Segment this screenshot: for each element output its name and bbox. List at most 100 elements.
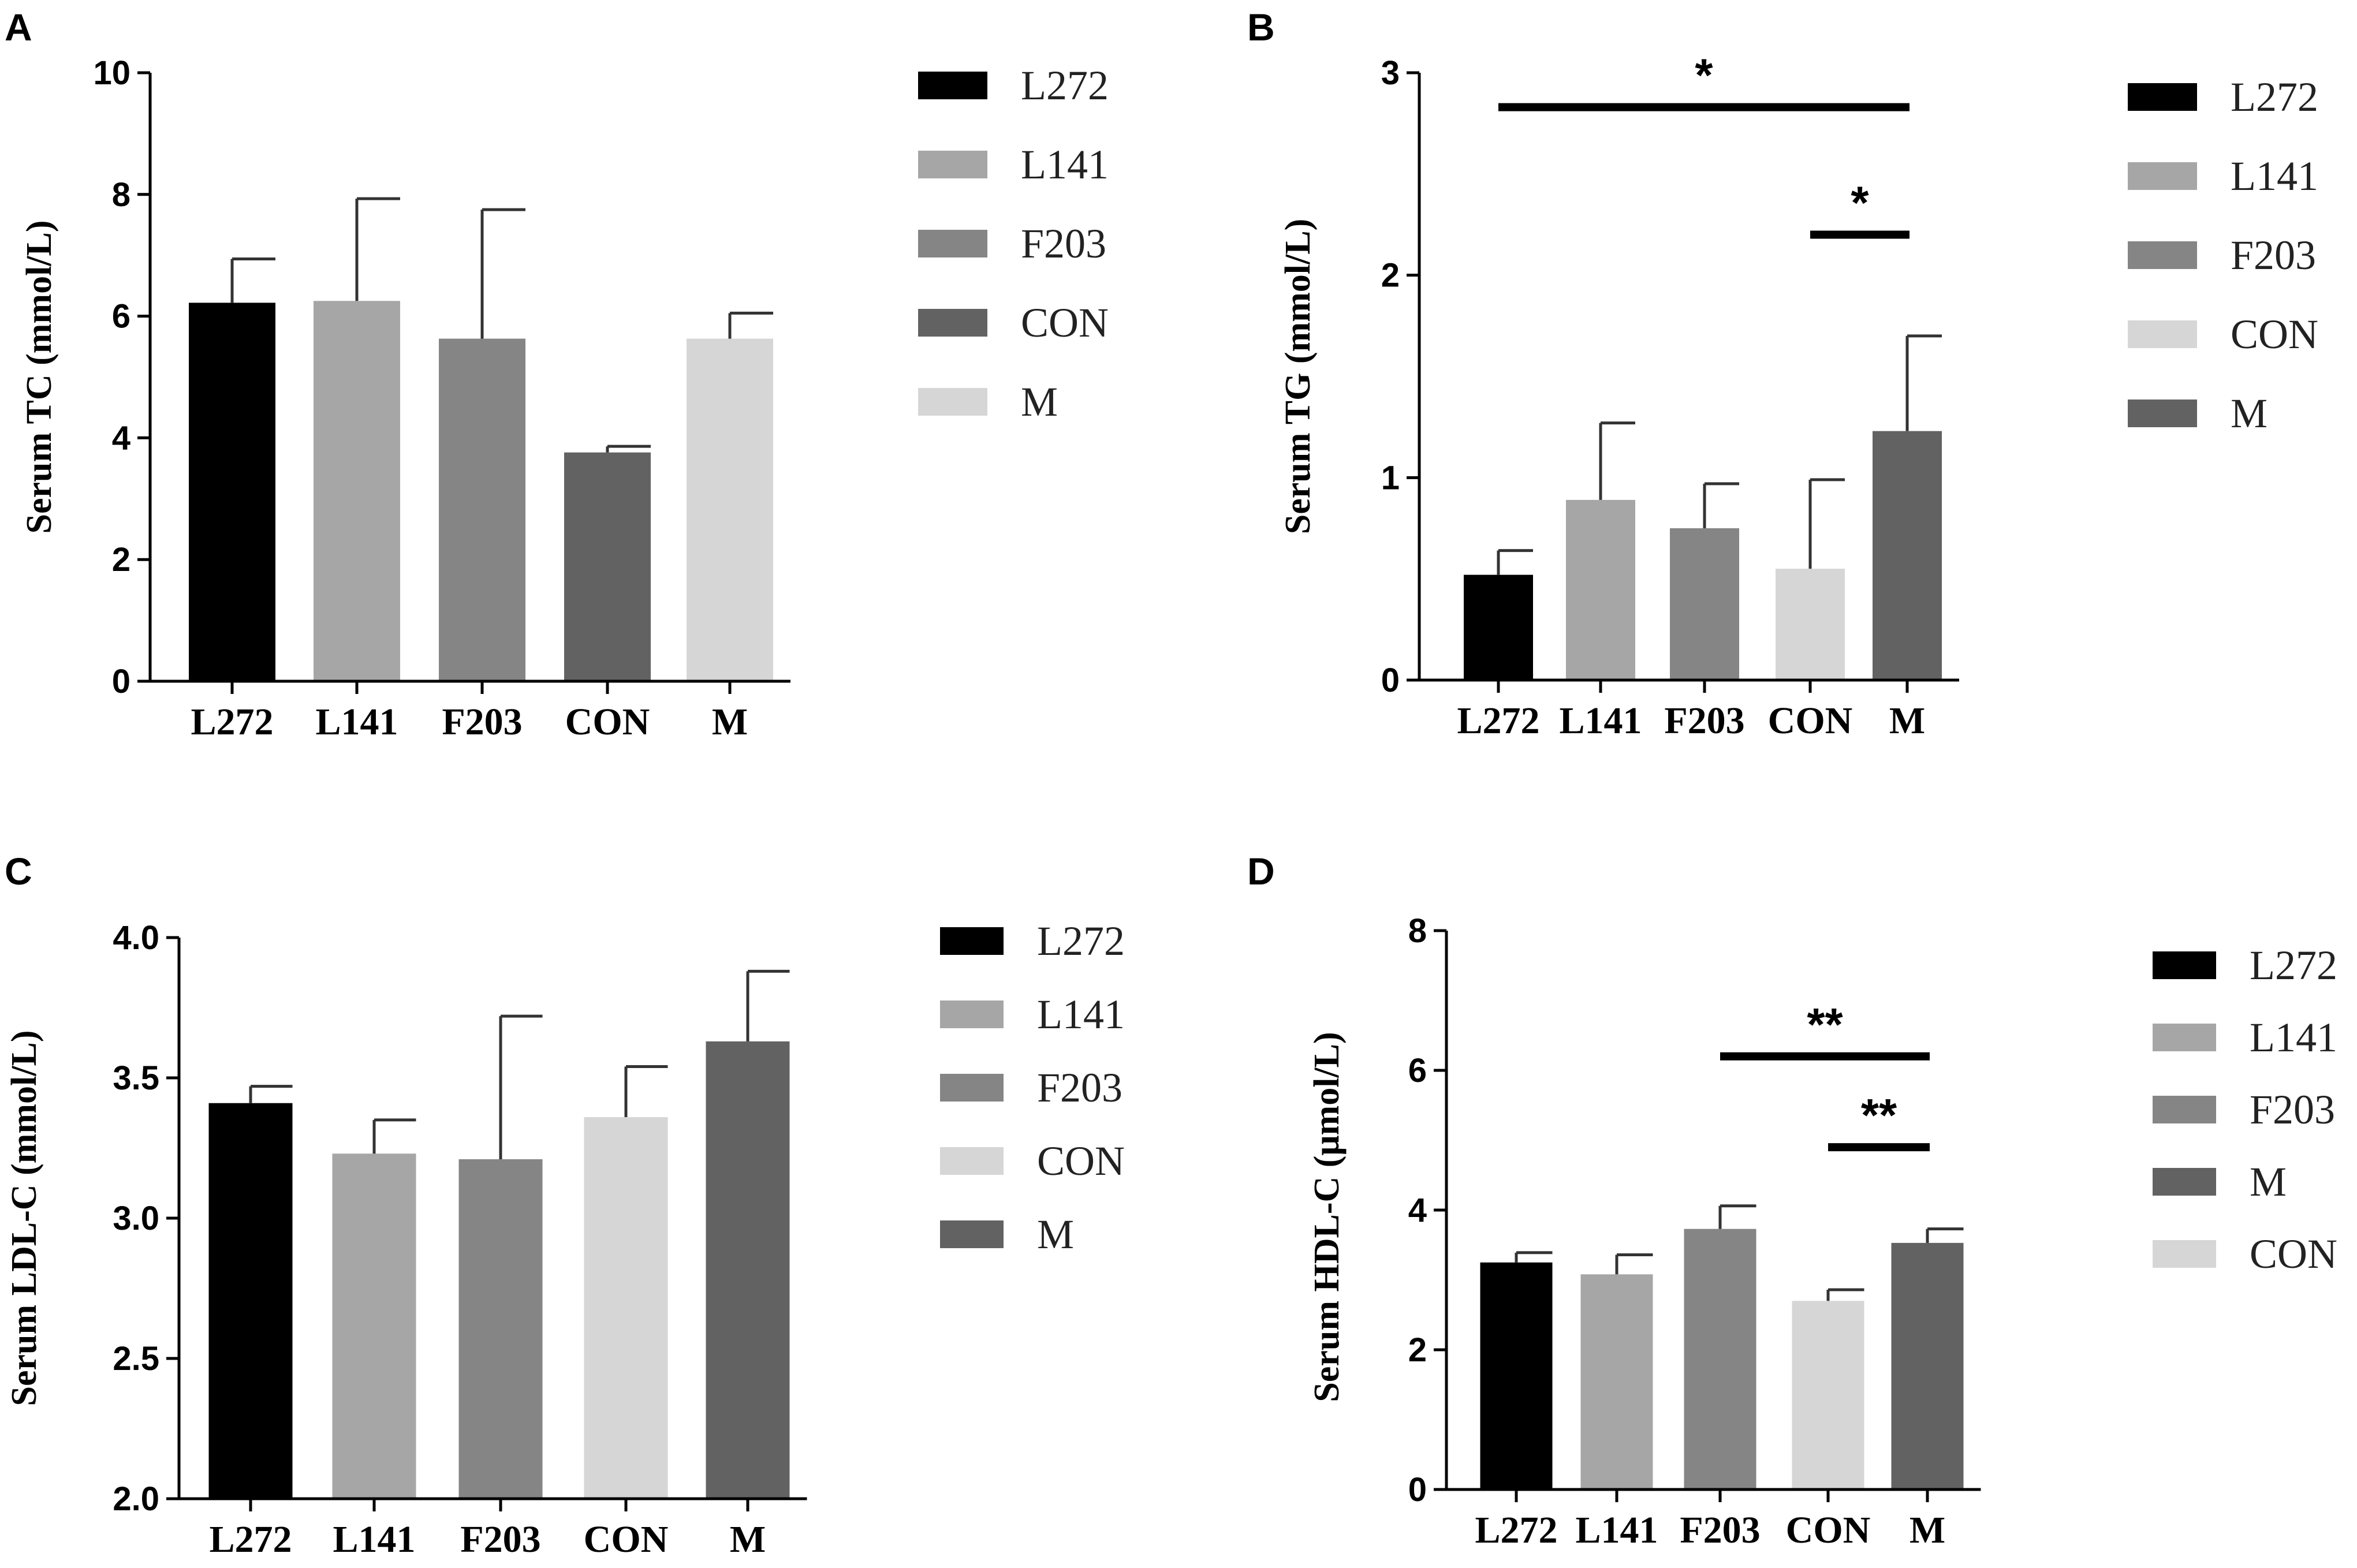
- legend-swatch: [918, 72, 987, 99]
- significance-marker: **: [1861, 1089, 1897, 1141]
- bar-m: [1891, 1242, 1964, 1489]
- y-tick-label: 8: [1408, 912, 1427, 950]
- y-tick-label: 10: [93, 54, 130, 92]
- y-tick-label: 3: [1381, 54, 1400, 92]
- panel-letter: C: [5, 850, 32, 893]
- bar-f203: [439, 338, 525, 681]
- legend-label: CON: [2250, 1231, 2337, 1277]
- y-axis-label: Serum LDL-C (mmol/L): [5, 1031, 44, 1406]
- x-tick-label: M: [730, 1518, 766, 1560]
- bar-f203: [1684, 1229, 1756, 1489]
- panel-d: D Serum HDL-C (μmol/L) 0 2 4 6 8 L272 L141 F203 CO…: [1247, 850, 2337, 1551]
- y-tick-label: 2: [1381, 257, 1400, 294]
- legend-swatch: [2153, 1096, 2216, 1123]
- legend-label: F203: [2231, 232, 2316, 278]
- legend-label: CON: [1021, 300, 1109, 346]
- legend: L272 L141 F203 CON M: [918, 62, 1109, 425]
- legend: L272 L141 F203 M CON: [2153, 942, 2337, 1277]
- y-axis-label: Serum TG (mmol/L): [1278, 219, 1318, 535]
- bar-m: [1873, 431, 1942, 680]
- y-tick-label: 4: [112, 419, 130, 457]
- legend-label: L141: [2231, 153, 2318, 199]
- y-axis-label: Serum TC (mmol/L): [20, 220, 59, 533]
- x-tick-label: L272: [209, 1518, 292, 1560]
- legend-swatch: [940, 1147, 1004, 1175]
- y-tick-label: 6: [112, 298, 130, 335]
- x-tick-label: L272: [1475, 1509, 1557, 1551]
- x-tick-label: F203: [1680, 1509, 1760, 1551]
- legend-label: M: [1021, 379, 1058, 425]
- y-tick-label: 2.0: [113, 1480, 159, 1518]
- bar-l141: [1566, 499, 1635, 680]
- y-tick-label: 2.5: [113, 1340, 159, 1377]
- legend-label: F203: [1021, 221, 1106, 267]
- x-tick-label: F203: [442, 701, 522, 743]
- legend-label: M: [2231, 390, 2268, 436]
- legend-label: L272: [1037, 918, 1125, 964]
- legend: L272 L141 F203 CON M: [2128, 74, 2318, 436]
- legend-swatch: [2128, 162, 2197, 190]
- legend-swatch: [2128, 83, 2197, 111]
- significance-marker: **: [1807, 999, 1843, 1050]
- y-tick-label: 0: [1381, 662, 1400, 699]
- x-tick-label: L272: [191, 701, 273, 743]
- x-tick-label: CON: [1786, 1509, 1871, 1551]
- legend-swatch: [2153, 1024, 2216, 1051]
- legend-swatch: [2128, 241, 2197, 269]
- legend-swatch: [2153, 1240, 2216, 1268]
- y-tick-label: 8: [112, 176, 130, 214]
- panel-a: A Serum TC (mmol/L) 0 2 4 6 8 10 L272 L141 F203 CON…: [5, 6, 1109, 743]
- panel-c: C Serum LDL-C (mmol/L) 2.0 2.5 3.0 3.5 4.0 L272…: [5, 850, 1125, 1560]
- x-tick-label: L141: [333, 1518, 415, 1560]
- y-tick-label: 2: [112, 541, 130, 578]
- bar-m: [687, 338, 773, 681]
- legend-swatch: [2128, 320, 2197, 348]
- x-tick-label: F203: [460, 1518, 540, 1560]
- legend-label: L141: [1037, 991, 1125, 1037]
- bar-l272: [208, 1103, 293, 1499]
- bar-con: [1792, 1301, 1864, 1489]
- legend: L272 L141 F203 CON M: [940, 918, 1125, 1257]
- legend-swatch: [918, 388, 987, 416]
- legend-label: M: [1037, 1211, 1074, 1257]
- legend-label: CON: [2231, 311, 2318, 357]
- bar-con: [564, 452, 651, 681]
- y-tick-label: 4: [1408, 1192, 1427, 1229]
- legend-label: F203: [2250, 1087, 2335, 1133]
- legend-label: CON: [1037, 1138, 1125, 1184]
- legend-label: L272: [2231, 74, 2318, 120]
- significance-marker: *: [1851, 177, 1869, 229]
- x-tick-label: CON: [584, 1518, 669, 1560]
- legend-swatch: [918, 309, 987, 337]
- x-tick-label: CON: [1768, 700, 1853, 742]
- legend-swatch: [2153, 951, 2216, 979]
- legend-swatch: [918, 151, 987, 178]
- y-tick-label: 3.0: [113, 1200, 159, 1237]
- x-tick-label: L272: [1457, 700, 1539, 742]
- panel-b: B Serum TG (mmol/L) 0 1 2 3 L272 L141 F203 CON M * *…: [1247, 6, 2318, 742]
- y-tick-label: 0: [112, 663, 130, 700]
- panel-letter: A: [5, 6, 32, 48]
- x-tick-label: M: [712, 701, 748, 743]
- bar-con: [1776, 569, 1845, 680]
- y-tick-label: 2: [1408, 1331, 1427, 1369]
- bar-l141: [314, 301, 400, 681]
- bar-l141: [1580, 1274, 1653, 1489]
- y-tick-label: 6: [1408, 1052, 1427, 1089]
- panel-letter: D: [1247, 850, 1275, 893]
- legend-label: L272: [1021, 62, 1109, 109]
- y-tick-label: 4.0: [113, 919, 159, 957]
- legend-label: L272: [2250, 942, 2337, 988]
- bar-l272: [189, 303, 275, 681]
- legend-swatch: [940, 1220, 1004, 1248]
- legend-label: F203: [1037, 1065, 1122, 1111]
- x-tick-label: L141: [1575, 1509, 1658, 1551]
- legend-swatch: [918, 230, 987, 257]
- bar-m: [706, 1041, 790, 1499]
- panel-letter: B: [1247, 6, 1275, 48]
- legend-swatch: [940, 927, 1004, 955]
- legend-swatch: [2153, 1168, 2216, 1196]
- significance-marker: *: [1695, 50, 1713, 101]
- bar-l141: [332, 1153, 416, 1499]
